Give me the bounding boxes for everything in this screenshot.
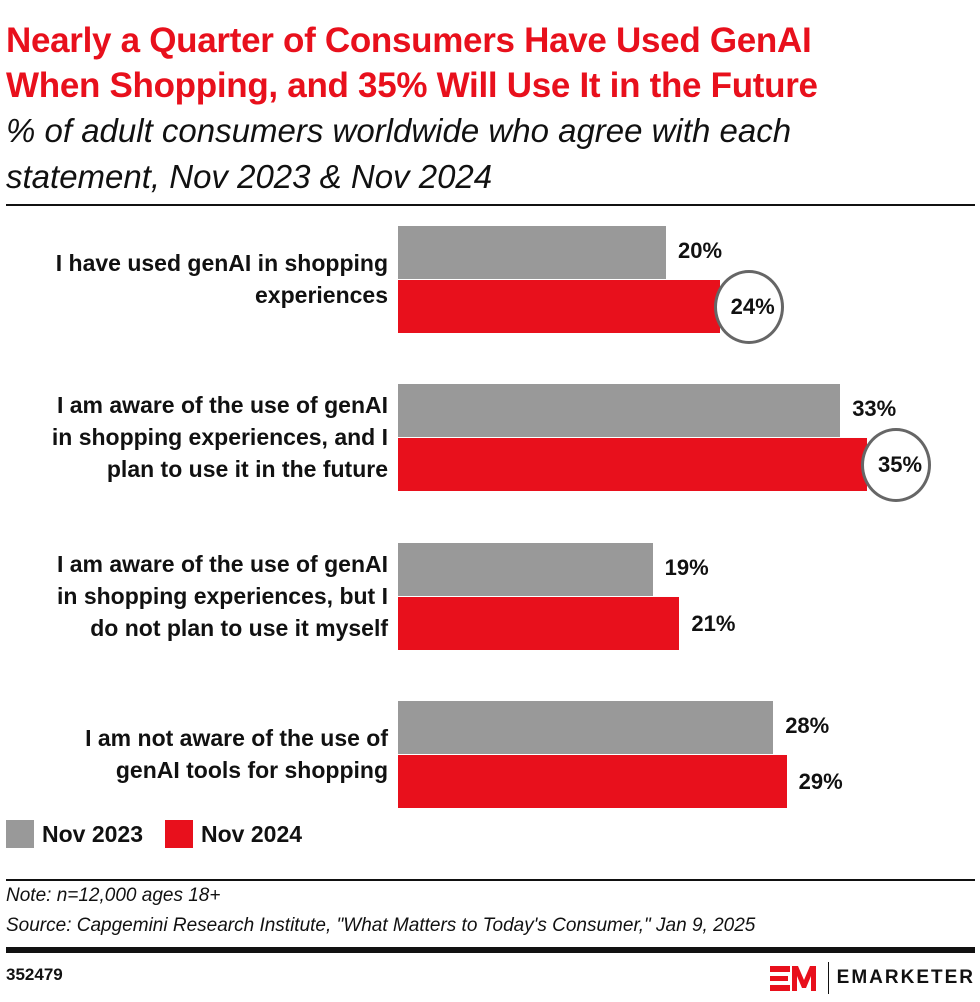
logo-text: EMARKETER bbox=[836, 967, 975, 988]
data-label: 28% bbox=[785, 713, 830, 738]
header-divider bbox=[6, 204, 975, 206]
category-label: I am not aware of the use of genAI tools … bbox=[0, 722, 388, 786]
subtitle-line: statement, Nov 2023 & Nov 2024 bbox=[6, 158, 493, 195]
bar-nov-2023 bbox=[398, 226, 666, 279]
bar-nov-2023 bbox=[398, 543, 653, 596]
chart-id: 352479 bbox=[6, 965, 63, 984]
category-label-line: plan to use it in the future bbox=[106, 456, 388, 482]
data-label: 19% bbox=[664, 555, 709, 580]
legend-label-nov-2024: Nov 2024 bbox=[201, 820, 303, 847]
data-label: 33% bbox=[852, 396, 897, 421]
bar-nov-2024 bbox=[398, 438, 867, 491]
title-line: Nearly a Quarter of Consumers Have Used … bbox=[6, 21, 812, 60]
bar-nov-2023 bbox=[398, 384, 841, 437]
chart-subtitle: % of adult consumers worldwide who agree… bbox=[6, 108, 791, 200]
subtitle-line: % of adult consumers worldwide who agree… bbox=[6, 112, 792, 149]
em-logo-icon bbox=[769, 966, 816, 991]
bar-nov-2023 bbox=[398, 701, 774, 754]
category-label-line: genAI tools for shopping bbox=[115, 757, 388, 783]
category-label-line: I am not aware of the use of bbox=[85, 725, 388, 751]
data-label: 20% bbox=[678, 238, 723, 263]
category-label-line: in shopping experiences, and I bbox=[51, 424, 388, 450]
category-label: I have used genAI in shopping experiences bbox=[0, 247, 388, 311]
highlight-circle bbox=[713, 269, 784, 344]
category-label-line: I have used genAI in shopping bbox=[55, 250, 388, 276]
category-label: I am aware of the use of genAI in shoppin… bbox=[0, 548, 388, 644]
category-label-line: I am aware of the use of genAI bbox=[56, 392, 388, 418]
data-label: 21% bbox=[691, 610, 736, 636]
source: Source: Capgemini Research Institute, "W… bbox=[6, 915, 756, 936]
bar-nov-2024 bbox=[398, 597, 680, 650]
title-line: When Shopping, and 35% Will Use It in th… bbox=[6, 66, 818, 105]
category-label: I am aware of the use of genAI in shoppin… bbox=[0, 389, 388, 485]
bar-nov-2024 bbox=[398, 280, 720, 333]
legend-swatch-nov-2024 bbox=[165, 820, 194, 848]
legend-label-nov-2023: Nov 2023 bbox=[42, 820, 144, 847]
footer-divider bbox=[6, 879, 975, 881]
note: Note: n=12,000 ages 18+ bbox=[6, 885, 221, 906]
legend-swatch-nov-2023 bbox=[6, 820, 34, 848]
data-label: 35% bbox=[878, 451, 923, 477]
category-label-line: experiences bbox=[255, 282, 388, 308]
bar-nov-2024 bbox=[398, 755, 787, 808]
footer-thick-divider bbox=[6, 947, 975, 953]
category-label-line: I am aware of the use of genAI bbox=[56, 551, 388, 577]
category-label-line: do not plan to use it myself bbox=[90, 615, 388, 641]
data-label: 24% bbox=[730, 293, 775, 319]
legend: Nov 2023 Nov 2024 bbox=[6, 820, 302, 848]
highlight-circle bbox=[861, 427, 931, 502]
data-label: 29% bbox=[798, 768, 843, 794]
category-label-line: in shopping experiences, but I bbox=[57, 583, 388, 609]
emarketer-logo: EMARKETER bbox=[769, 962, 975, 994]
chart-title: Nearly a Quarter of Consumers Have Used … bbox=[6, 18, 818, 108]
